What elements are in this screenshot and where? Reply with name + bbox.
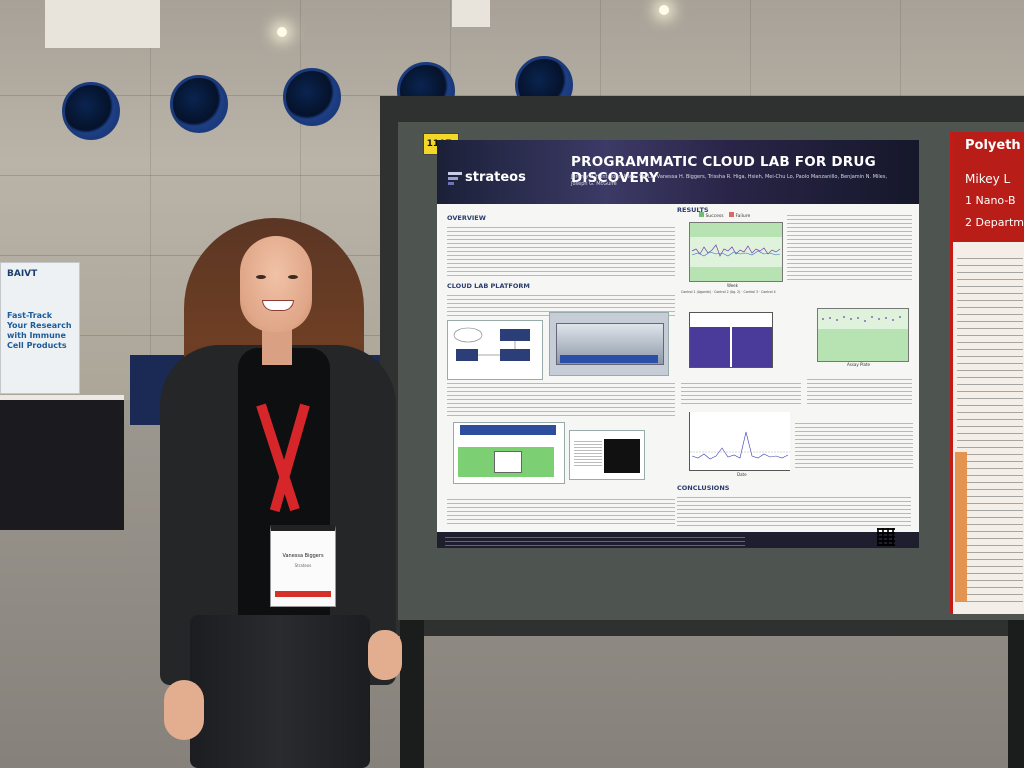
adjacent-poster-affiliation-2: 2 Departm bbox=[965, 216, 1024, 229]
adjacent-poster-header: Polyeth Mikey L 1 Nano-B 2 Departm bbox=[953, 132, 1024, 242]
adjacent-poster: Polyeth Mikey L 1 Nano-B 2 Departm bbox=[950, 132, 1024, 614]
person-hand bbox=[368, 630, 402, 680]
assay-pass-text bbox=[681, 380, 801, 404]
chart-success-rate bbox=[689, 312, 773, 368]
board-leg bbox=[1008, 620, 1024, 768]
control-label-3: Control 3 bbox=[743, 290, 759, 294]
axis-label-date: Date bbox=[737, 472, 747, 477]
control-label-2: Control 2 (Ag. 2) bbox=[714, 290, 741, 294]
turnaround-text bbox=[795, 420, 913, 470]
figure-code-screenshot bbox=[569, 430, 645, 480]
air-duct-icon bbox=[283, 68, 341, 126]
poster-logo-text: strateos bbox=[465, 170, 526, 185]
person-face bbox=[240, 236, 312, 332]
section-cloud-lab: CLOUD LAB PLATFORM bbox=[447, 282, 530, 290]
control-label-4: Control 4 bbox=[761, 290, 776, 294]
research-poster: strateos PROGRAMMATIC CLOUD LAB FOR DRUG… bbox=[437, 140, 919, 548]
adjacent-poster-sidebar bbox=[955, 452, 967, 602]
z-prime-text bbox=[807, 376, 912, 406]
booth-logo: BAIVT bbox=[7, 269, 38, 279]
poster-title: PROGRAMMATIC CLOUD LAB FOR DRUG DISCOVER… bbox=[571, 154, 876, 186]
wall-seam bbox=[300, 0, 301, 380]
figure-workflow bbox=[453, 422, 565, 484]
legend-success-label: Success bbox=[705, 214, 724, 219]
poster-authors: Jeremy P. Hunt, John Allen, Yin Lu, Vane… bbox=[571, 174, 888, 187]
chart-z-prime bbox=[817, 308, 909, 362]
poster-footer bbox=[437, 532, 919, 548]
poster-affiliations bbox=[445, 534, 745, 546]
adjacent-poster-affiliation-1: 1 Nano-B bbox=[965, 194, 1016, 207]
booth-banner: BAIVT Fast-Track Your Research with Immu… bbox=[0, 262, 80, 394]
ceiling-panel bbox=[45, 0, 160, 48]
figure-lab-photo bbox=[549, 312, 669, 376]
person-pants bbox=[190, 615, 370, 768]
overview-text bbox=[447, 224, 675, 278]
strateos-logo-icon bbox=[448, 172, 462, 185]
board-leg bbox=[400, 620, 424, 768]
ceiling-light-icon bbox=[659, 5, 669, 15]
person-hand bbox=[164, 680, 204, 740]
person-eye bbox=[288, 275, 298, 279]
adjacent-poster-title: Polyeth bbox=[965, 138, 1021, 153]
qr-code-pattern bbox=[877, 528, 895, 546]
legend-success: Success Failure bbox=[699, 212, 750, 219]
ceiling-light-icon bbox=[277, 27, 287, 37]
adjacent-poster-body bbox=[957, 252, 1023, 602]
air-duct-icon bbox=[62, 82, 120, 140]
legend-failure-label: Failure bbox=[735, 214, 751, 219]
wall-seam bbox=[150, 0, 151, 380]
autoprotocol-text bbox=[447, 496, 675, 526]
section-conclusions: CONCLUSIONS bbox=[677, 484, 730, 492]
control-label-1: Control 1 (Agonist) bbox=[681, 290, 712, 294]
badge-name: Vanessa Biggers bbox=[282, 553, 324, 559]
results-text bbox=[787, 212, 912, 282]
badge-strip bbox=[275, 591, 331, 597]
wall-seam bbox=[0, 95, 1024, 96]
figure-cloud-lab-diagram bbox=[447, 320, 543, 380]
chart-turnaround bbox=[689, 412, 790, 471]
ceiling-panel bbox=[452, 0, 490, 27]
axis-label-assay-plate: Assay Plate bbox=[847, 362, 870, 367]
section-overview: OVERVIEW bbox=[447, 214, 486, 222]
section-results: RESULTS bbox=[677, 206, 709, 214]
badge-organization: Strateos bbox=[294, 563, 312, 568]
person-eye bbox=[256, 275, 266, 279]
air-duct-icon bbox=[170, 75, 228, 133]
booth-table bbox=[0, 400, 124, 530]
chart-control-potency bbox=[689, 222, 783, 282]
axis-label-week: Week bbox=[727, 283, 738, 288]
name-badge: Vanessa Biggers Strateos bbox=[270, 525, 336, 607]
booth-headline: Fast-Track Your Research with Immune Cel… bbox=[7, 311, 72, 350]
adjacent-poster-author: Mikey L bbox=[965, 172, 1011, 186]
control-labels: Control 1 (Agonist) · Control 2 (Ag. 2) … bbox=[681, 290, 776, 294]
poster-header: strateos PROGRAMMATIC CLOUD LAB FOR DRUG… bbox=[437, 140, 919, 204]
platform-text bbox=[447, 380, 675, 416]
conclusions-text bbox=[677, 494, 911, 528]
